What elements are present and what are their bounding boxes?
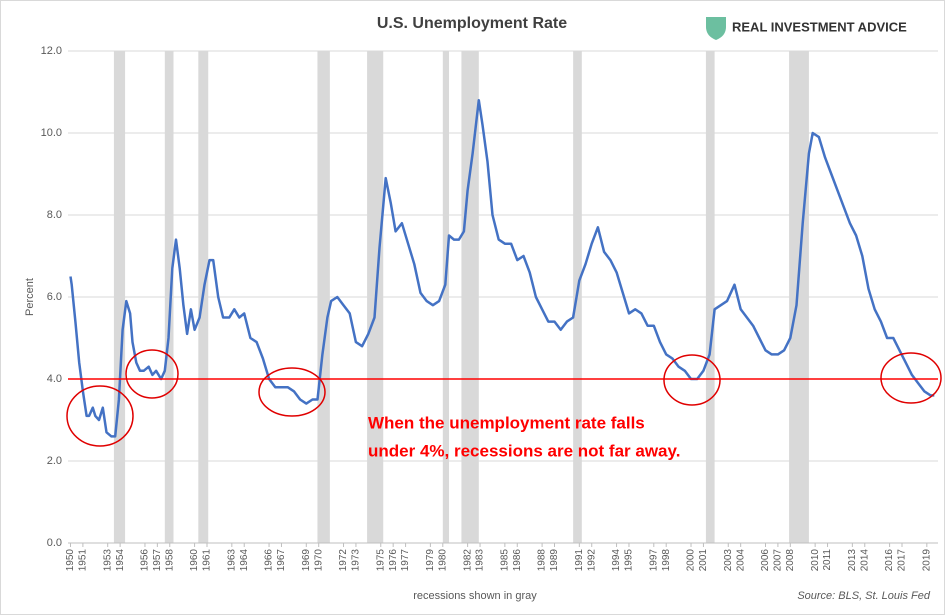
x-tick-label: 1979 [425,549,436,572]
x-tick-label: 1983 [475,549,486,572]
recession-band [164,51,174,543]
x-tick-label: 2003 [723,549,734,572]
x-tick-label: 1998 [661,549,672,572]
y-tick-label: 10.0 [41,127,62,139]
x-tick-label: 1969 [301,549,312,572]
x-tick-label: 1960 [189,549,200,572]
x-tick-label: 1991 [574,549,585,572]
line [69,98,935,438]
x-tick-label: 1950 [65,549,76,572]
x-tick-label: 1989 [549,549,560,572]
x-tick-label: 2013 [847,549,858,572]
highlights [66,349,942,447]
y-tick-label: 8.0 [47,209,62,221]
x-tick-label: 1953 [102,549,113,572]
highlight-circle [66,385,134,447]
y-tick-label: 6.0 [47,291,62,303]
x-tick-label: 1954 [115,549,126,572]
x-tick-label: 1956 [140,549,151,572]
x-tick-label: 1972 [338,549,349,572]
brand: REAL INVESTMENT ADVICE [732,19,907,34]
x-tick-label: 1982 [462,549,473,572]
highlight-circle [258,367,326,417]
x-tick-label: 2004 [735,549,746,572]
source: Source: BLS, St. Louis Fed [797,590,931,602]
annotation: under 4%, recessions are not far away. [368,441,680,460]
x-tick-label: 2011 [822,549,833,571]
x-tick-label: 2019 [921,549,932,572]
recession-band [789,51,809,543]
recession-band [113,51,126,543]
x-tick-label: 1976 [388,549,399,572]
recession-band [461,51,479,543]
recession-band [705,51,715,543]
y-tick-label: 4.0 [47,373,62,385]
annotation: When the unemployment rate falls [368,413,645,432]
x-tick-label: 2010 [810,549,821,572]
y-tick-label: 2.0 [47,455,62,467]
highlight-circle [880,352,942,404]
x-tick-label: 1994 [611,549,622,572]
recession-band [317,51,330,543]
chart-title: U.S. Unemployment Rate [377,15,567,32]
x-tick-label: 2000 [686,549,697,572]
x-tick-label: 1985 [500,549,511,572]
x-tick-label: 1997 [648,549,659,572]
x-tick-label: 1988 [537,549,548,572]
x-tick-label: 2008 [785,549,796,572]
x-tick-label: 1957 [152,549,163,572]
x-tick-label: 1977 [400,549,411,572]
x-tick-label: 1951 [78,549,89,572]
x-tick-label: 1973 [351,549,362,572]
highlight-circle [663,354,721,406]
logo-icon [706,17,726,40]
highlight-circle [125,349,179,399]
x-tick-label: 1975 [375,549,386,572]
x-tick-label: 2006 [760,549,771,572]
x-tick-label: 1980 [437,549,448,572]
x-tick-label: 1995 [624,549,635,572]
x-tick-label: 1964 [239,549,250,572]
x-tick-label: 2016 [884,549,895,572]
plot-area: 0.0 2.0 4.0 6.0 8.0 10.0 12.0 1950 1951 1953 1954 1… [41,45,938,571]
y-tick-label: 12.0 [41,45,62,57]
recession-band [442,51,450,543]
x-tick-label: 1970 [313,549,324,572]
x-tick-label: 1958 [164,549,175,572]
note: recessions shown in gray [413,590,537,602]
x-tick-label: 2014 [859,549,870,572]
x-tick-label: 1963 [226,549,237,572]
x-tick-label: 2001 [698,549,709,572]
y-axis-label: Percent [24,278,36,316]
x-tick-label: 1992 [586,549,597,572]
x-tick-label: 1986 [512,549,523,572]
x-tick-label: 2017 [897,549,908,572]
x-tick-label: 2007 [773,549,784,572]
y-tick-label: 0.0 [47,537,62,549]
x-tick-label: 1967 [276,549,287,572]
x-tick-label: 1961 [202,549,213,572]
x-tick-label: 1966 [264,549,275,572]
